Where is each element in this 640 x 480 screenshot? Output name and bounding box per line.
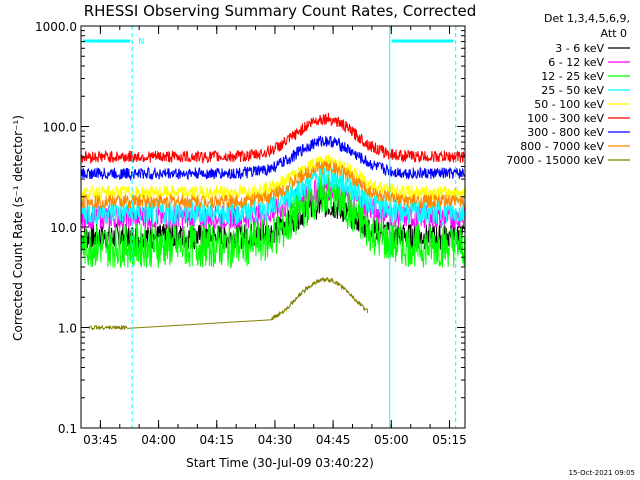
saa-label: N (138, 37, 144, 46)
x-tick-label-6: 05:15 (432, 433, 467, 447)
timestamp: 15-Oct-2021 09:05 (569, 469, 635, 477)
x-tick-label-0: 03:45 (83, 433, 118, 447)
x-tick-label-3: 04:30 (258, 433, 293, 447)
legend-label-5: 100 - 300 keV (527, 112, 604, 125)
series-layer (80, 112, 465, 331)
x-tick-label-2: 04:15 (199, 433, 234, 447)
y-tick-label-3: 1.0 (58, 322, 77, 336)
legend-header-line-1: Det 1,3,4,5,6,9, (544, 12, 630, 25)
chart-title: RHESSI Observing Summary Count Rates, Co… (84, 2, 477, 20)
y-tick-label-1: 100.0 (43, 121, 77, 135)
y-tick-label-0: 1000.0 (35, 20, 77, 34)
legend-label-6: 300 - 800 keV (527, 126, 604, 139)
x-tick-label-4: 04:45 (316, 433, 351, 447)
x-axis-label: Start Time (30-Jul-09 03:40:22) (186, 456, 374, 470)
legend-label-0: 3 - 6 keV (555, 42, 604, 55)
legend-label-1: 6 - 12 keV (548, 56, 604, 69)
y-axis: 1000.0 100.0 10.0 1.0 0.1 (35, 20, 465, 436)
plot-frame (80, 25, 466, 429)
legend-label-7: 800 - 7000 keV (520, 140, 604, 153)
legend-header-line-2: Att 0 (601, 27, 627, 40)
series-line-8 (88, 276, 369, 331)
x-tick-label-5: 05:00 (374, 433, 409, 447)
series-line-2 (80, 172, 465, 269)
x-axis: 03:45 04:00 04:15 04:30 04:45 05:00 05:15 (80, 26, 467, 447)
y-tick-label-2: 10.0 (50, 221, 77, 235)
x-tick-label-1: 04:00 (141, 433, 176, 447)
series-line-5 (80, 112, 465, 165)
legend-label-3: 25 - 50 keV (541, 84, 604, 97)
legend-label-4: 50 - 100 keV (534, 98, 604, 111)
legend-label-8: 7000 - 15000 keV (506, 154, 604, 167)
legend-label-2: 12 - 25 keV (541, 70, 604, 83)
series-line-7 (80, 160, 465, 211)
series-line-4 (80, 154, 465, 201)
y-axis-label: Corrected Count Rate (s⁻¹ detector⁻¹) (11, 115, 25, 341)
y-tick-label-4: 0.1 (58, 422, 77, 436)
series-line-6 (80, 135, 465, 182)
